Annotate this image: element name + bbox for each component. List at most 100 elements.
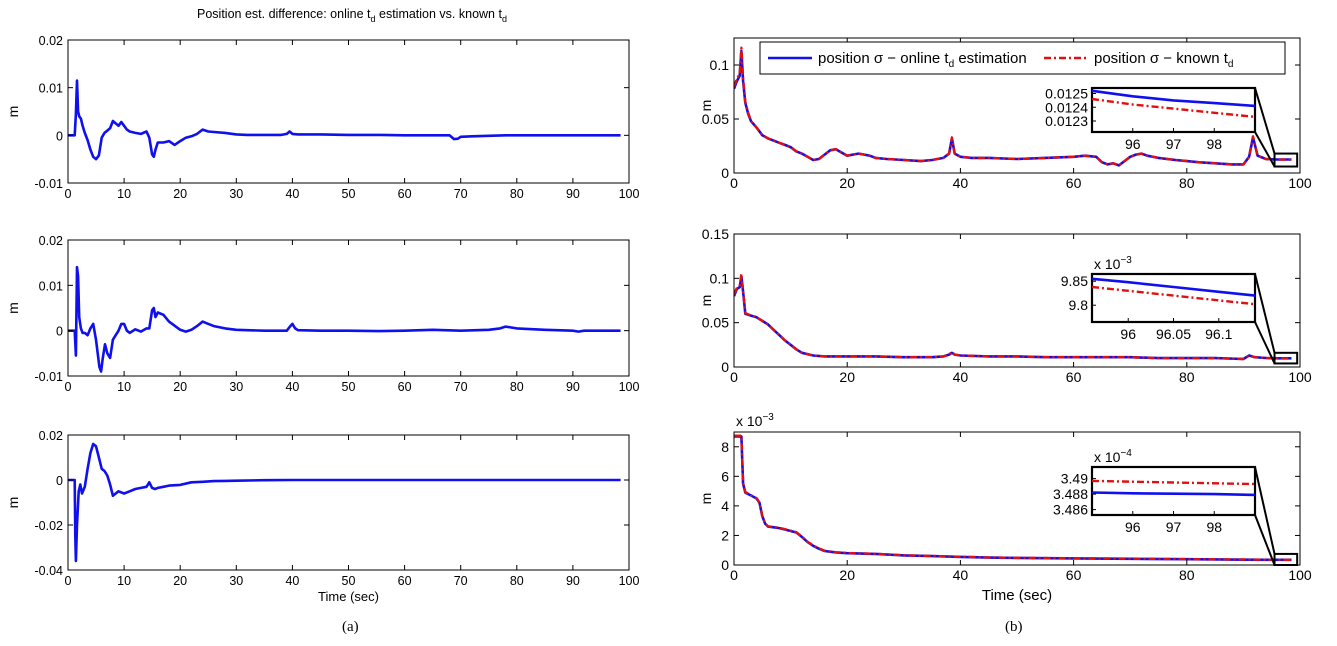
x-tick-label-a3-6: 60 xyxy=(398,574,412,588)
x-tick-label-a1-8: 80 xyxy=(510,187,524,201)
inset-y-tick-label-b1-1: 0.0124 xyxy=(1045,99,1088,115)
x-tick-label-a2-5: 50 xyxy=(342,380,356,394)
y-tick-label-b3-4: 8 xyxy=(721,439,729,455)
y-tick-label-b2-3: 0.15 xyxy=(702,226,729,242)
x-axis-label-b3: Time (sec) xyxy=(982,587,1052,604)
x-tick-label-a1-3: 30 xyxy=(229,187,243,201)
y-tick-label-b1-1: 0.05 xyxy=(702,111,729,127)
x-tick-label-a1-9: 90 xyxy=(566,187,580,201)
y-tick-label-b3-0: 0 xyxy=(721,557,729,573)
x-tick-label-a1-6: 60 xyxy=(398,187,412,201)
y-axis-label-b3: m xyxy=(698,493,714,505)
x-tick-label-a3-8: 80 xyxy=(510,574,524,588)
x-tick-label-b3-3: 60 xyxy=(1066,567,1082,583)
x-tick-label-a2-2: 20 xyxy=(173,380,187,394)
x-tick-label-a1-7: 70 xyxy=(454,187,468,201)
y-tick-label-a2-1: 0 xyxy=(56,325,63,339)
zoom-connector-bottom-b1 xyxy=(1254,131,1276,168)
x-tick-label-a3-9: 90 xyxy=(566,574,580,588)
x-tick-label-a2-9: 90 xyxy=(566,380,580,394)
x-tick-label-a3-1: 10 xyxy=(117,574,131,588)
series-line-a1-0-online xyxy=(68,79,621,161)
zoom-connector-bottom-b2 xyxy=(1254,321,1276,364)
x-tick-label-a1-4: 40 xyxy=(285,187,299,201)
x-tick-label-b1-3: 60 xyxy=(1066,175,1082,191)
axes-frame-a2 xyxy=(67,239,630,377)
x-tick-label-a2-3: 30 xyxy=(229,380,243,394)
series-group-b3 xyxy=(734,434,1292,562)
inset-x-tick-label-b3-1: 97 xyxy=(1166,519,1182,535)
inset-exponent-b2: x 10−3 xyxy=(1094,255,1132,272)
inset-x-tick-label-b2-1: 96.05 xyxy=(1156,326,1191,342)
plot-a3: 0 10 20 30 40 50 60 70 80 90 100 -0.04 -0.02 0 0.02 m Ti… xyxy=(5,429,639,604)
x-tick-label-a1-10: 100 xyxy=(619,187,640,201)
x-tick-label-a3-5: 50 xyxy=(342,574,356,588)
inset-x-tick-label-b2-0: 96 xyxy=(1120,326,1136,342)
y-tick-label-a3-0: -0.04 xyxy=(35,564,64,578)
series-group-a2 xyxy=(68,265,621,373)
y-tick-label-a2-3: 0.02 xyxy=(39,234,63,248)
y-tick-label-a1-3: 0.02 xyxy=(39,34,63,48)
series-line-b3-inset-0-known xyxy=(1091,479,1256,486)
x-tick-label-a3-3: 30 xyxy=(229,574,243,588)
x-tick-label-b1-4: 80 xyxy=(1179,175,1195,191)
inset-y-tick-label-b3-0: 3.49 xyxy=(1061,471,1088,487)
x-tick-label-a1-1: 10 xyxy=(117,187,131,201)
series-line-b3-inset-1-online xyxy=(1091,491,1256,497)
y-tick-label-a3-2: 0 xyxy=(56,474,63,488)
x-tick-label-b2-2: 40 xyxy=(953,369,969,385)
inset-y-tick-label-b1-0: 0.0125 xyxy=(1045,86,1088,102)
x-tick-label-a3-0: 0 xyxy=(65,574,72,588)
caption-b: (b) xyxy=(1005,619,1023,635)
x-tick-label-b2-4: 80 xyxy=(1179,369,1195,385)
x-tick-label-a3-10: 100 xyxy=(619,574,640,588)
series-line-a2-0-online xyxy=(68,265,621,373)
series-line-b2-inset-0-online xyxy=(1091,277,1256,297)
y-tick-label-a3-1: -0.02 xyxy=(35,519,64,533)
y-axis-label-a2: m xyxy=(5,302,21,314)
y-axis-label-a3: m xyxy=(5,497,21,509)
axes-frame-b3 xyxy=(733,431,1301,566)
figure-title: Position est. difference: online td esti… xyxy=(197,7,507,24)
inset-x-tick-label-b1-2: 98 xyxy=(1206,136,1222,152)
legend-label-online: position σ − online td estimation xyxy=(818,50,1027,70)
axes-frame-b2 xyxy=(733,233,1301,368)
x-tick-label-a2-1: 10 xyxy=(117,380,131,394)
inset-x-tick-label-b1-0: 96 xyxy=(1125,136,1141,152)
x-tick-label-a3-7: 70 xyxy=(454,574,468,588)
series-line-b1-inset-0-online xyxy=(1091,89,1256,108)
axis-exponent-b3: x 10−3 xyxy=(736,412,774,429)
inset-exponent-b3: x 10−4 xyxy=(1094,448,1132,465)
legend-label-known: position σ − known td xyxy=(1094,50,1233,70)
x-tick-label-a2-6: 60 xyxy=(398,380,412,394)
series-group-a3 xyxy=(68,442,621,563)
inset-y-tick-label-b2-1: 9.8 xyxy=(1069,297,1089,313)
series-group-b2 xyxy=(734,272,1292,361)
x-tick-label-b1-0: 0 xyxy=(730,175,738,191)
series-line-b2-inset-1-known xyxy=(1091,285,1256,306)
x-tick-label-b1-1: 20 xyxy=(839,175,855,191)
series-line-b1-inset-1-known xyxy=(1091,97,1256,119)
x-tick-label-b3-5: 100 xyxy=(1288,567,1312,583)
caption-a: (a) xyxy=(342,619,359,635)
x-tick-label-a3-4: 40 xyxy=(285,574,299,588)
inset-x-tick-label-b3-0: 96 xyxy=(1125,519,1141,535)
y-tick-label-a1-0: -0.01 xyxy=(35,177,64,191)
x-axis-label-a3: Time (sec) xyxy=(318,589,379,604)
inset-x-tick-label-b2-2: 96.1 xyxy=(1205,326,1232,342)
y-tick-label-a2-0: -0.01 xyxy=(35,370,64,384)
x-tick-label-a2-0: 0 xyxy=(65,380,72,394)
series-line-b3-0-online xyxy=(734,435,1292,562)
inset-b2: 96 96.05 96.1 9.85 9.8 x 10−3 xyxy=(1061,255,1299,365)
y-tick-label-b1-2: 0.1 xyxy=(710,57,730,73)
x-tick-label-a3-2: 20 xyxy=(173,574,187,588)
plot-b2: 0 20 40 60 80 100 0 0.05 0.1 0.15 m 96 96.05 96.1 9.85… xyxy=(698,226,1312,385)
x-tick-label-b2-3: 60 xyxy=(1066,369,1082,385)
legend-b1: position σ − online td estimation positio… xyxy=(759,41,1286,75)
y-tick-label-a1-2: 0.01 xyxy=(39,82,63,96)
inset-x-tick-label-b1-1: 97 xyxy=(1166,136,1182,152)
